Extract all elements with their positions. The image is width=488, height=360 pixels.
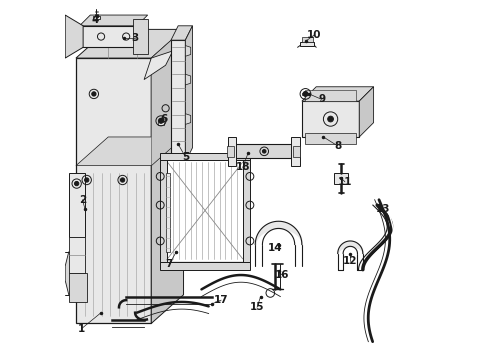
- Polygon shape: [292, 146, 300, 157]
- Circle shape: [120, 178, 124, 182]
- Text: 9: 9: [317, 94, 325, 104]
- Text: 12: 12: [343, 256, 357, 266]
- Circle shape: [84, 178, 89, 182]
- Polygon shape: [151, 30, 183, 323]
- Text: 6: 6: [160, 114, 167, 124]
- Polygon shape: [133, 19, 147, 54]
- Polygon shape: [160, 262, 249, 270]
- Polygon shape: [160, 153, 249, 160]
- Polygon shape: [94, 14, 98, 16]
- Text: 17: 17: [213, 295, 228, 305]
- Text: 2: 2: [79, 195, 86, 205]
- Polygon shape: [242, 158, 249, 262]
- Polygon shape: [226, 146, 233, 157]
- Polygon shape: [301, 93, 308, 95]
- Polygon shape: [165, 173, 170, 252]
- Text: 10: 10: [306, 30, 321, 40]
- Polygon shape: [290, 137, 300, 166]
- Polygon shape: [76, 137, 183, 166]
- Polygon shape: [80, 15, 147, 26]
- Polygon shape: [76, 58, 151, 323]
- Text: 3: 3: [131, 33, 139, 43]
- Polygon shape: [160, 158, 167, 262]
- Polygon shape: [171, 26, 192, 40]
- Circle shape: [92, 92, 96, 96]
- Text: 15: 15: [249, 302, 264, 312]
- Circle shape: [262, 149, 265, 153]
- Polygon shape: [185, 45, 190, 56]
- Polygon shape: [359, 87, 373, 137]
- Text: 14: 14: [267, 243, 282, 253]
- Polygon shape: [167, 158, 188, 169]
- Text: 8: 8: [333, 141, 341, 151]
- Text: 11: 11: [337, 177, 351, 187]
- Polygon shape: [231, 144, 294, 158]
- Polygon shape: [65, 15, 83, 58]
- Circle shape: [158, 118, 163, 123]
- Circle shape: [327, 116, 333, 122]
- Polygon shape: [185, 74, 190, 85]
- Text: 7: 7: [165, 259, 173, 269]
- Polygon shape: [69, 237, 85, 273]
- Polygon shape: [69, 173, 85, 237]
- Circle shape: [74, 181, 79, 186]
- Polygon shape: [185, 26, 192, 162]
- Polygon shape: [333, 173, 348, 184]
- Polygon shape: [300, 42, 314, 45]
- Polygon shape: [93, 16, 100, 19]
- Polygon shape: [144, 51, 172, 80]
- Text: 5: 5: [182, 152, 188, 162]
- Polygon shape: [171, 40, 185, 162]
- Polygon shape: [80, 26, 137, 47]
- Text: 16: 16: [274, 270, 289, 280]
- Text: 13: 13: [375, 204, 389, 214]
- Polygon shape: [69, 273, 86, 302]
- Text: 18: 18: [235, 162, 249, 172]
- Polygon shape: [165, 158, 244, 262]
- Polygon shape: [301, 37, 312, 42]
- Polygon shape: [228, 137, 235, 166]
- Polygon shape: [76, 30, 183, 58]
- Polygon shape: [305, 134, 355, 144]
- Polygon shape: [151, 30, 183, 166]
- Text: 1: 1: [78, 324, 85, 334]
- Polygon shape: [158, 122, 163, 126]
- Polygon shape: [301, 101, 359, 137]
- Polygon shape: [65, 252, 80, 295]
- Text: 4: 4: [92, 15, 99, 26]
- Polygon shape: [301, 87, 373, 101]
- Circle shape: [303, 91, 307, 96]
- Polygon shape: [305, 90, 355, 101]
- Polygon shape: [185, 114, 190, 125]
